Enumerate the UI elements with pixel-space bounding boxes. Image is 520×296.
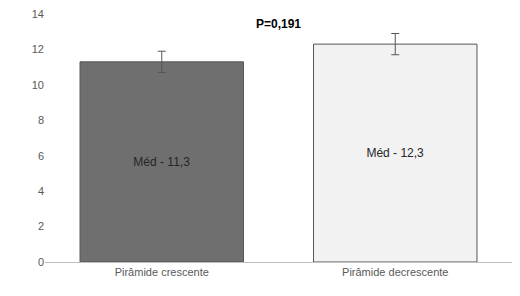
svg-text:P=0,191: P=0,191: [256, 17, 301, 31]
svg-text:14: 14: [32, 8, 44, 20]
svg-text:6: 6: [38, 150, 44, 162]
svg-text:8: 8: [38, 114, 44, 126]
svg-text:Méd - 12,3: Méd - 12,3: [366, 146, 424, 160]
svg-text:12: 12: [32, 43, 44, 55]
svg-text:2: 2: [38, 220, 44, 232]
svg-text:0: 0: [38, 256, 44, 268]
svg-text:Pirâmide crescente: Pirâmide crescente: [115, 266, 209, 278]
svg-text:10: 10: [32, 79, 44, 91]
svg-text:Méd - 11,3: Méd - 11,3: [133, 155, 190, 169]
svg-text:4: 4: [38, 185, 44, 197]
svg-text:Pirâmide decrescente: Pirâmide decrescente: [342, 266, 448, 278]
